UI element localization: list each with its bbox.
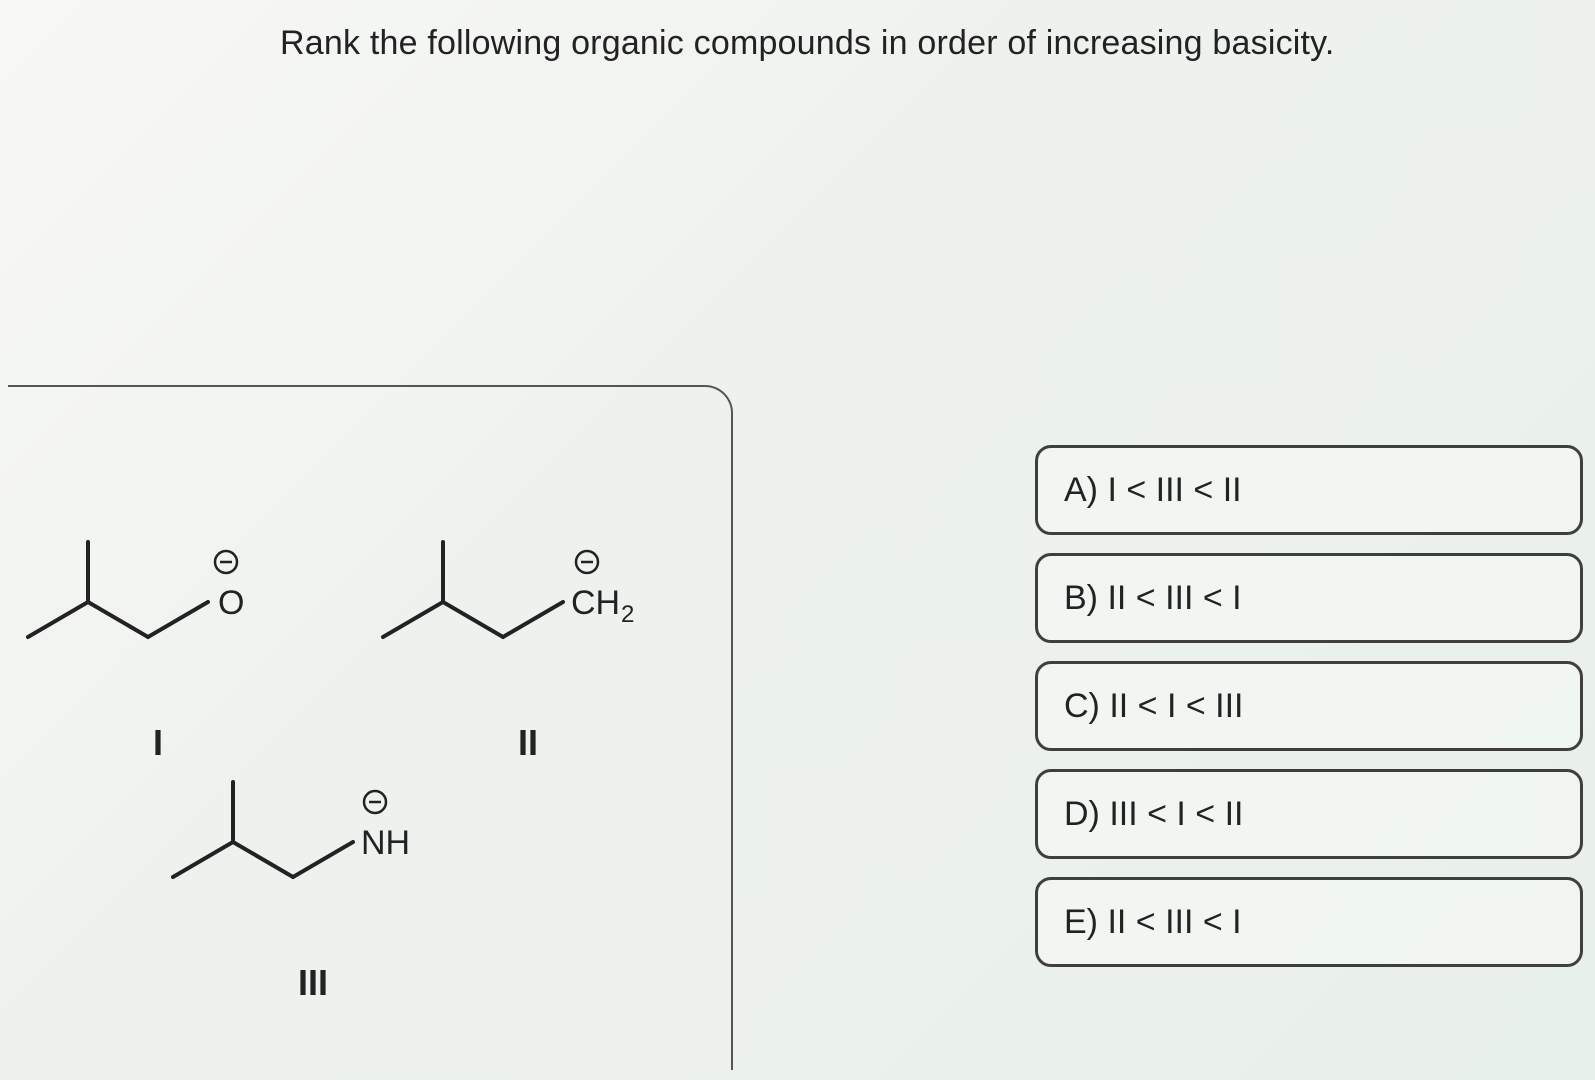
answer-choice-e[interactable]: E) II < III < I xyxy=(1035,877,1583,967)
structure-ii-svg: CH 2 xyxy=(373,522,693,682)
answer-choice-b-text: B) II < III < I xyxy=(1064,579,1242,618)
structures-inner: O I CH 2 II xyxy=(8,387,731,1070)
answer-choice-a-text: A) I < III < II xyxy=(1064,471,1242,510)
svg-text:2: 2 xyxy=(621,601,634,628)
svg-text:NH: NH xyxy=(361,824,410,862)
answer-choice-e-text: E) II < III < I xyxy=(1064,903,1242,942)
answer-choice-b[interactable]: B) II < III < I xyxy=(1035,553,1583,643)
page-root: Rank the following organic compounds in … xyxy=(0,0,1595,1080)
svg-text:CH: CH xyxy=(571,584,620,622)
structure-iii-label: III xyxy=(298,962,328,1004)
structure-i-svg: O xyxy=(18,522,278,682)
answer-choice-d[interactable]: D) III < I < II xyxy=(1035,769,1583,859)
question-text: Rank the following organic compounds in … xyxy=(280,24,1335,63)
svg-text:O: O xyxy=(218,584,244,622)
structure-iii-svg: NH xyxy=(163,762,463,922)
answer-choice-d-text: D) III < I < II xyxy=(1064,795,1244,834)
answer-choice-list: A) I < III < II B) II < III < I C) II < … xyxy=(1035,445,1583,967)
answer-choice-c[interactable]: C) II < I < III xyxy=(1035,661,1583,751)
answer-choice-a[interactable]: A) I < III < II xyxy=(1035,445,1583,535)
answer-choice-c-text: C) II < I < III xyxy=(1064,687,1244,726)
structure-ii-label: II xyxy=(518,722,538,764)
structures-panel: O I CH 2 II xyxy=(8,385,733,1070)
structure-i-label: I xyxy=(153,722,163,764)
